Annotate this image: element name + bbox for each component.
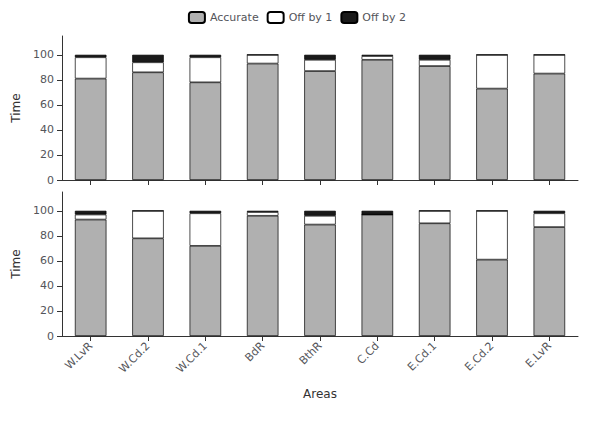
svg-text:E.Cd.2: E.Cd.2 bbox=[462, 339, 496, 373]
svg-text:20: 20 bbox=[40, 304, 54, 317]
svg-text:BthR: BthR bbox=[297, 339, 325, 367]
svg-text:80: 80 bbox=[40, 229, 54, 242]
svg-text:W.Cd.2: W.Cd.2 bbox=[116, 339, 152, 375]
svg-text:Time: Time bbox=[9, 249, 23, 279]
svg-text:W.Cd.1: W.Cd.1 bbox=[174, 339, 210, 375]
svg-text:0: 0 bbox=[47, 174, 54, 187]
svg-text:Areas: Areas bbox=[303, 387, 337, 401]
svg-text:BdR: BdR bbox=[242, 339, 267, 364]
svg-text:100: 100 bbox=[33, 204, 54, 217]
svg-text:0: 0 bbox=[47, 330, 54, 343]
svg-text:C.Cd: C.Cd bbox=[354, 339, 381, 366]
svg-text:Off by 1: Off by 1 bbox=[289, 11, 333, 24]
svg-text:60: 60 bbox=[40, 98, 54, 111]
svg-text:40: 40 bbox=[40, 123, 54, 136]
svg-text:E.LvR: E.LvR bbox=[523, 339, 554, 370]
svg-text:E.Cd.1: E.Cd.1 bbox=[405, 339, 439, 373]
svg-text:100: 100 bbox=[33, 48, 54, 61]
svg-text:Off by 2: Off by 2 bbox=[362, 11, 406, 24]
svg-text:W.LvR: W.LvR bbox=[62, 339, 95, 372]
svg-text:40: 40 bbox=[40, 279, 54, 292]
svg-text:Time: Time bbox=[9, 93, 23, 123]
svg-text:20: 20 bbox=[40, 148, 54, 161]
svg-text:Accurate: Accurate bbox=[210, 11, 259, 24]
svg-text:60: 60 bbox=[40, 254, 54, 267]
svg-text:80: 80 bbox=[40, 73, 54, 86]
